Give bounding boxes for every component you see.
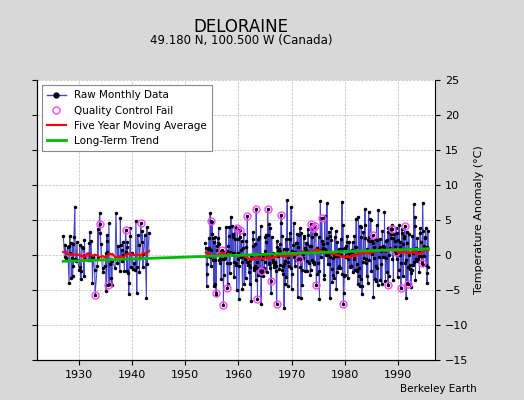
Legend: Raw Monthly Data, Quality Control Fail, Five Year Moving Average, Long-Term Tren: Raw Monthly Data, Quality Control Fail, … [42,85,212,151]
Text: Berkeley Earth: Berkeley Earth [400,384,477,394]
Text: DELORAINE: DELORAINE [193,18,289,36]
Text: 49.180 N, 100.500 W (Canada): 49.180 N, 100.500 W (Canada) [150,34,332,47]
Y-axis label: Temperature Anomaly (°C): Temperature Anomaly (°C) [474,146,484,294]
